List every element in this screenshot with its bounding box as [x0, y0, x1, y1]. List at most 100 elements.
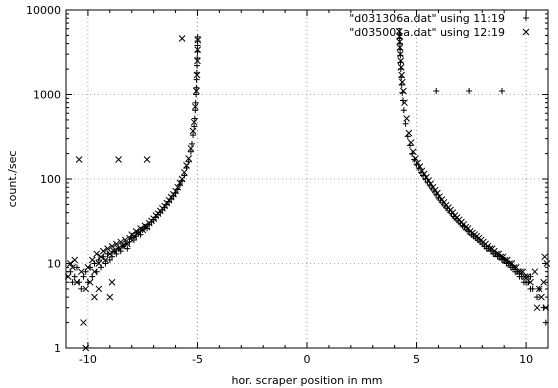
data-point [412, 155, 419, 162]
legend-entry-series-2: "d035001a.dat" using 12:19 [349, 26, 505, 39]
data-point [504, 256, 511, 264]
data-point [161, 202, 168, 210]
data-point [176, 179, 184, 187]
data-point [178, 35, 186, 42]
x-tick-label: 0 [304, 353, 311, 366]
data-point [434, 189, 441, 197]
series-2-points [64, 27, 551, 352]
data-point [514, 268, 521, 275]
data-point [106, 257, 113, 264]
data-point [126, 234, 133, 242]
data-point [397, 57, 405, 65]
data-point [69, 279, 76, 286]
data-point [84, 264, 92, 271]
data-point [134, 229, 142, 237]
data-point [191, 103, 199, 110]
data-point [102, 260, 109, 267]
data-point [113, 240, 120, 248]
data-point [190, 118, 198, 126]
data-point [91, 293, 98, 301]
data-point [185, 155, 193, 162]
data-point [423, 173, 430, 181]
data-point [501, 256, 509, 264]
data-point [115, 245, 122, 252]
data-point [400, 107, 407, 114]
data-point [104, 245, 111, 252]
data-point [93, 250, 101, 258]
data-point [108, 278, 116, 286]
data-point [396, 44, 404, 51]
data-point [402, 120, 409, 127]
data-point [533, 304, 541, 312]
data-point [91, 268, 98, 276]
data-point [170, 190, 177, 198]
data-point [143, 156, 151, 163]
data-point [529, 285, 536, 292]
y-axis-label: count./sec [6, 151, 19, 208]
data-point [194, 57, 201, 65]
data-point [518, 273, 525, 280]
data-point [97, 253, 105, 261]
data-point [181, 172, 188, 179]
data-point [400, 87, 407, 95]
legend: "d031306a.dat" using 11:19 "d035001a.dat… [349, 12, 530, 39]
axis-ticks: -10 -5 0 5 10 1 10 100 1000 10000 [26, 4, 549, 366]
data-point [119, 242, 127, 250]
data-point [123, 240, 131, 248]
y-tick-label: 10 [47, 258, 61, 271]
data-point [80, 319, 87, 326]
data-point [193, 76, 200, 83]
data-point [190, 132, 197, 139]
data-point [139, 226, 147, 234]
data-point [527, 278, 534, 286]
data-point [396, 50, 404, 58]
legend-marker-cross [522, 28, 530, 36]
data-point [193, 91, 200, 98]
x-tick-label: -5 [192, 353, 203, 366]
data-point [75, 156, 83, 163]
data-point [193, 71, 201, 79]
data-point [486, 245, 494, 252]
data-point [398, 78, 406, 86]
data-point [407, 139, 415, 146]
data-point [414, 159, 421, 167]
data-point [143, 223, 151, 231]
data-point [89, 273, 96, 280]
data-point [431, 186, 439, 194]
data-point [396, 38, 404, 46]
data-point [88, 256, 96, 264]
data-point [117, 238, 125, 246]
data-point [396, 32, 403, 40]
data-point [172, 187, 179, 195]
data-point [180, 168, 188, 176]
data-point [398, 71, 406, 79]
data-point [192, 99, 199, 106]
data-point [80, 273, 87, 280]
data-point [541, 253, 549, 261]
data-point [416, 163, 424, 171]
data-point [106, 250, 114, 258]
data-point [427, 180, 435, 188]
y-tick-label: 1000 [33, 89, 61, 102]
data-point [109, 253, 116, 260]
data-point [106, 293, 114, 301]
y-tick-label: 1 [54, 342, 61, 355]
data-point [405, 129, 413, 137]
data-point [165, 196, 173, 204]
data-point [192, 107, 199, 114]
data-point [86, 278, 94, 286]
legend-markers [522, 15, 530, 36]
data-point [194, 36, 202, 44]
y-tick-label: 100 [40, 173, 61, 186]
data-point [466, 88, 473, 95]
data-point [67, 260, 74, 267]
data-point [99, 247, 107, 255]
data-point [115, 156, 122, 163]
data-point [433, 88, 440, 95]
data-point [191, 115, 198, 122]
data-point [108, 242, 116, 250]
data-points [64, 27, 551, 352]
data-point [498, 88, 505, 95]
data-point [174, 183, 182, 191]
